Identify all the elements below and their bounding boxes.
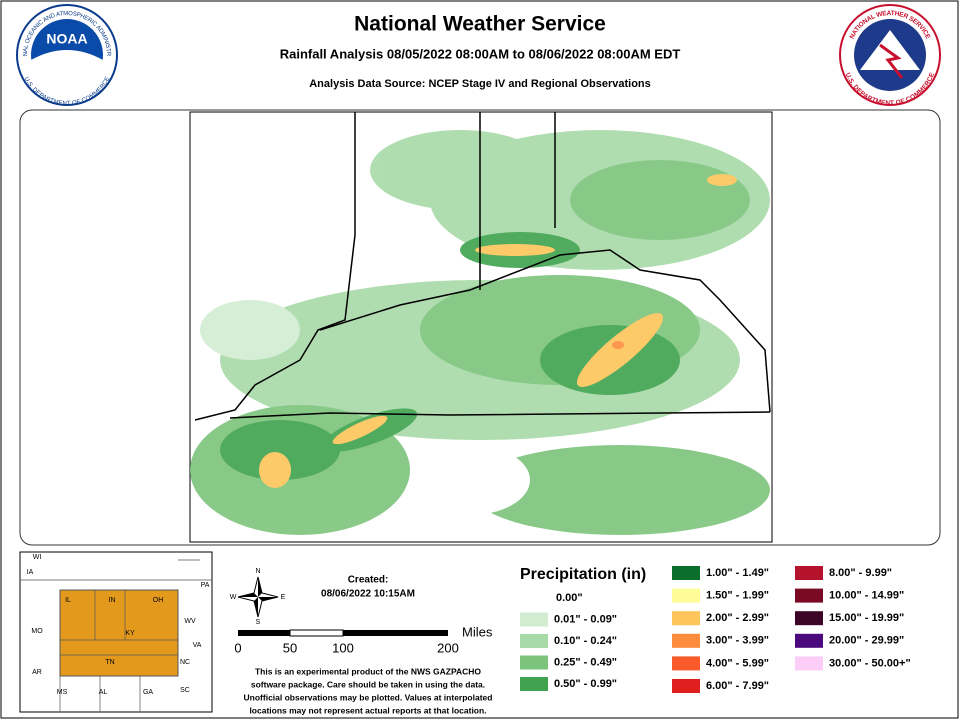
state-label: KY bbox=[125, 630, 135, 637]
legend-label: 0.00" bbox=[556, 592, 583, 604]
legend-swatch bbox=[795, 656, 823, 671]
legend-title: Precipitation (in) bbox=[520, 566, 646, 583]
legend-swatch bbox=[520, 634, 548, 648]
state-label: MO bbox=[31, 628, 43, 635]
legend-swatch bbox=[795, 611, 823, 626]
scale-bar: 0 50 100 200 Miles bbox=[234, 624, 492, 655]
legend-label: 3.00" - 3.99" bbox=[706, 635, 769, 647]
legend-label: 0.01" - 0.09" bbox=[554, 613, 617, 625]
legend-swatch bbox=[672, 633, 700, 648]
state-label: PA bbox=[201, 582, 210, 589]
legend-label: 30.00" - 50.00+" bbox=[829, 657, 911, 669]
disclaimer-line: Unofficial observations may be plotted. … bbox=[244, 692, 493, 702]
legend-swatch bbox=[672, 566, 700, 580]
disclaimer-line: This is an experimental product of the N… bbox=[255, 666, 481, 676]
state-label: AL bbox=[99, 689, 108, 696]
legend-swatch bbox=[520, 655, 548, 670]
scale-label: 200 bbox=[437, 640, 459, 655]
legend-swatch bbox=[795, 633, 823, 648]
scale-label: 100 bbox=[332, 640, 354, 655]
legend-label: 2.00" - 2.99" bbox=[706, 612, 769, 624]
source: Analysis Data Source: NCEP Stage IV and … bbox=[309, 78, 651, 90]
state-label: GA bbox=[143, 689, 153, 696]
legend-swatch bbox=[672, 588, 700, 603]
legend-label: 10.00" - 14.99" bbox=[829, 590, 904, 602]
compass-label: E bbox=[281, 594, 286, 601]
legend-swatch bbox=[672, 656, 700, 671]
disclaimer-line: software package. Care should be taken i… bbox=[251, 679, 485, 689]
legend-swatch bbox=[672, 679, 700, 693]
state-label: TN bbox=[105, 659, 114, 666]
state-label: IA bbox=[27, 569, 34, 576]
scale-label: 0 bbox=[234, 640, 241, 655]
legend-label: 20.00" - 29.99" bbox=[829, 635, 904, 647]
legend-label: 15.00" - 19.99" bbox=[829, 612, 904, 624]
disclaimer-line: locations may not represent actual repor… bbox=[249, 705, 486, 715]
compass-label: S bbox=[256, 619, 261, 626]
legend-swatch bbox=[520, 612, 548, 627]
state-label: WV bbox=[184, 618, 196, 625]
scale-unit: Miles bbox=[462, 624, 493, 639]
state-label: OH bbox=[153, 597, 164, 604]
title: National Weather Service bbox=[354, 13, 606, 36]
inset-map: WI IA IL IN OH PA MO KY WV VA AR TN NC MS AL GA SC bbox=[19, 551, 213, 713]
logo-text: NOAA bbox=[46, 31, 87, 47]
state-label: VA bbox=[193, 642, 202, 649]
legend-label: 1.50" - 1.99" bbox=[706, 590, 769, 602]
compass: N E S W bbox=[230, 568, 286, 626]
state-label: WI bbox=[33, 554, 42, 561]
state-label: MS bbox=[57, 689, 68, 696]
legend-label: 1.00" - 1.49" bbox=[706, 567, 769, 579]
state-label: AR bbox=[32, 669, 42, 676]
legend-swatch bbox=[520, 677, 548, 691]
compass-label: N bbox=[255, 568, 260, 575]
legend-swatch bbox=[795, 566, 823, 580]
scale-label: 50 bbox=[283, 640, 297, 655]
legend-label: 0.50" - 0.99" bbox=[554, 678, 617, 690]
legend-swatch bbox=[672, 611, 700, 626]
state-label: NC bbox=[180, 659, 190, 666]
legend-label: 0.25" - 0.49" bbox=[554, 656, 617, 668]
compass-label: W bbox=[230, 594, 237, 601]
legend-label: 4.00" - 5.99" bbox=[706, 657, 769, 669]
state-label: SC bbox=[180, 687, 190, 694]
legend-label: 0.10" - 0.24" bbox=[554, 635, 617, 647]
rain-map bbox=[189, 111, 773, 543]
legend-label: 8.00" - 9.99" bbox=[829, 567, 892, 579]
legend-swatch bbox=[795, 588, 823, 603]
created-label: Created: bbox=[348, 575, 389, 586]
nws-logo: NATIONAL WEATHER SERVICE U.S. DEPARTMENT… bbox=[839, 4, 941, 107]
created-date: 08/06/2022 10:15AM bbox=[321, 589, 415, 600]
state-label: IN bbox=[109, 597, 116, 604]
legend-label: 6.00" - 7.99" bbox=[706, 680, 769, 692]
subtitle: Rainfall Analysis 08/05/2022 08:00AM to … bbox=[280, 46, 681, 61]
state-label: IL bbox=[65, 597, 71, 604]
